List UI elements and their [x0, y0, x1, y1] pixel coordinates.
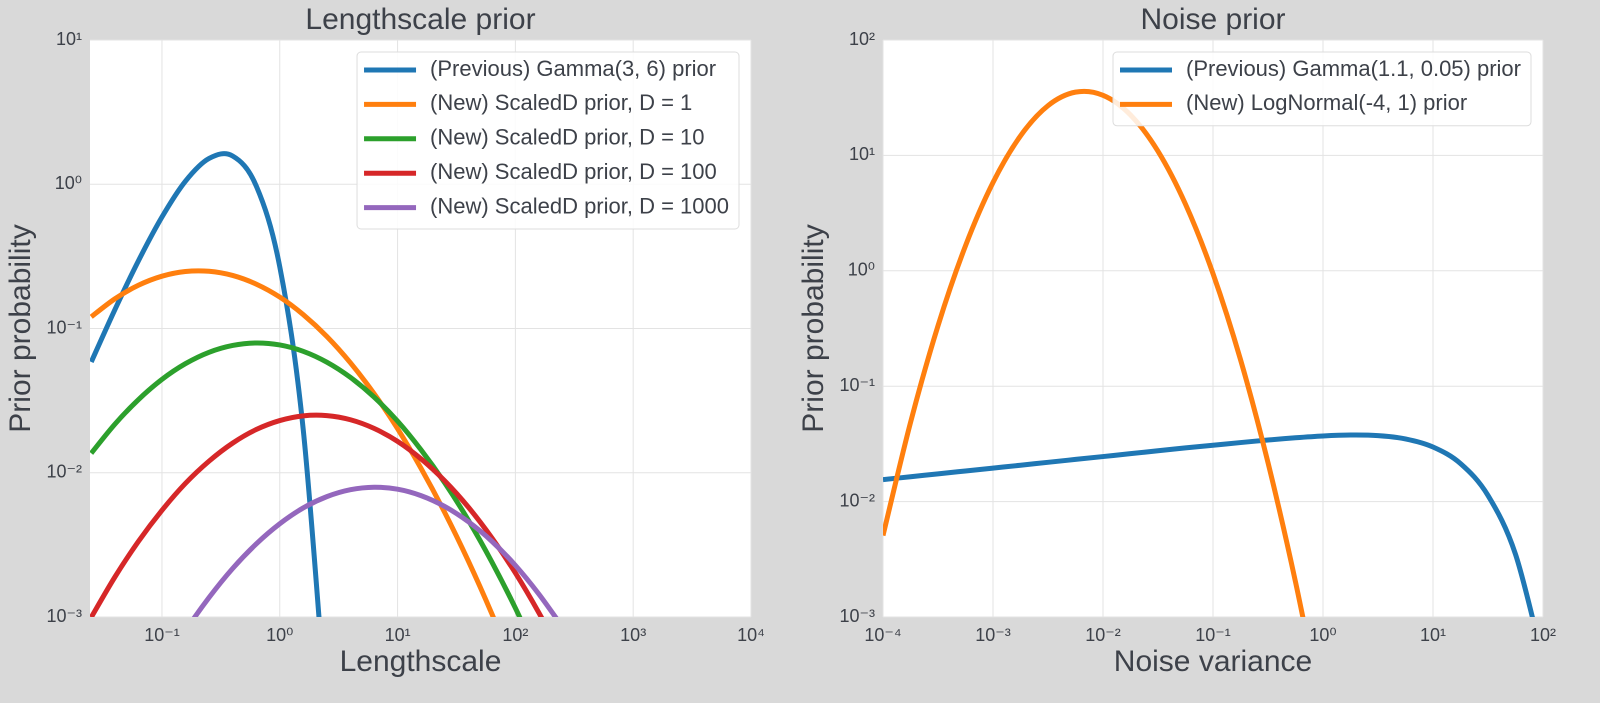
x-tick-label: 10⁻¹ [1195, 625, 1231, 645]
series-line [90, 151, 322, 617]
y-tick-label: 10⁰ [55, 173, 82, 193]
x-tick-label: 10⁻⁴ [864, 625, 901, 645]
series-line [883, 88, 1306, 617]
y-tick-label: 10⁻¹ [46, 317, 82, 337]
x-tick-label: 10⁻² [1085, 625, 1121, 645]
x-tick-label: 10¹ [385, 625, 411, 645]
legend-label: (Previous) Gamma(3, 6) prior [430, 56, 716, 81]
x-tick-label: 10⁻¹ [144, 625, 180, 645]
legend: (Previous) Gamma(3, 6) prior (New) Scaled… [356, 51, 740, 230]
x-tick-label: 10¹ [1420, 625, 1446, 645]
legend-box [356, 51, 740, 230]
y-tick-label: 10¹ [849, 144, 875, 164]
series-line [191, 484, 559, 617]
y-tick-label: 10¹ [56, 29, 82, 49]
y-tick-label: 10⁻² [46, 462, 82, 482]
y-axis-label: Prior probability [797, 224, 830, 432]
legend: (Previous) Gamma(1.1, 0.05) prior (New) L… [1112, 51, 1532, 127]
x-tick-label: 10⁴ [737, 625, 765, 645]
y-tick-label: 10² [849, 29, 875, 49]
y-tick-label: 10⁰ [848, 260, 875, 280]
chart-title: Noise prior [1140, 3, 1285, 36]
y-tick-label: 10⁻³ [839, 606, 875, 626]
chart-title: Lengthscale prior [305, 3, 535, 36]
series-line [90, 340, 523, 617]
y-axis-label: Prior probability [4, 224, 37, 432]
x-tick-label: 10² [1530, 625, 1556, 645]
x-tick-label: 10⁻³ [975, 625, 1011, 645]
subplot: 10⁻⁴ 10⁻³ 10⁻² 10⁻¹ 10⁰ 10¹ 10²10⁻³10⁻²10⁻¹10⁰… [797, 3, 1556, 678]
subplot: 10⁻¹ 10⁰ 10¹ 10² 10³ 10⁴10⁻³10⁻²10⁻¹10⁰10¹Len… [4, 3, 765, 678]
y-tick-label: 10⁻³ [46, 606, 82, 626]
x-tick-label: 10² [502, 625, 528, 645]
x-tick-label: 10⁰ [266, 625, 293, 645]
legend-label: (New) ScaledD prior, D = 1000 [430, 193, 729, 218]
series-line [90, 268, 496, 617]
x-tick-label: 10³ [620, 625, 646, 645]
legend-box [1112, 51, 1532, 127]
x-axis-label: Lengthscale [340, 645, 502, 678]
legend-label: (Previous) Gamma(1.1, 0.05) prior [1186, 56, 1521, 81]
x-tick-label: 10⁰ [1309, 625, 1336, 645]
legend-label: (New) LogNormal(-4, 1) prior [1186, 90, 1467, 115]
x-axis-label: Noise variance [1114, 645, 1312, 678]
legend-label: (New) ScaledD prior, D = 100 [430, 159, 717, 184]
y-tick-label: 10⁻¹ [839, 375, 875, 395]
series-line [883, 432, 1535, 617]
legend-label: (New) ScaledD prior, D = 10 [430, 125, 705, 150]
legend-label: (New) ScaledD prior, D = 1 [430, 90, 692, 115]
y-tick-label: 10⁻² [839, 490, 875, 510]
series-line [90, 412, 545, 617]
